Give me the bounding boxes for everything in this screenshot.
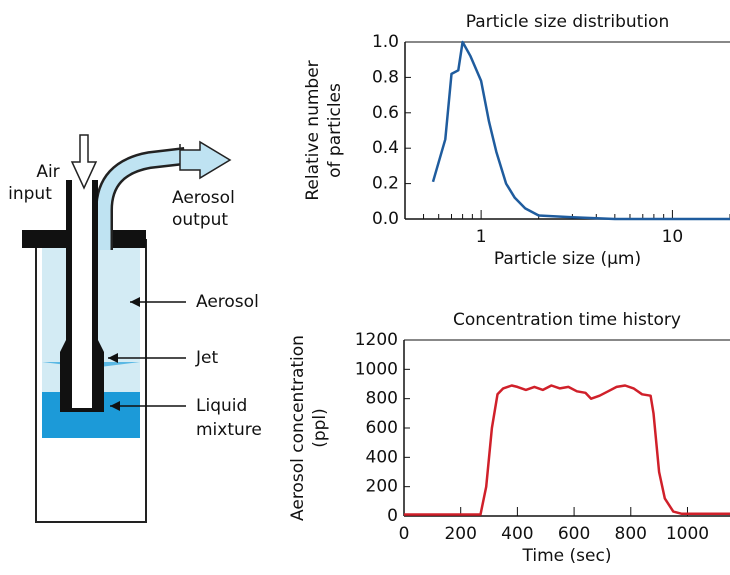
label: Aerosol xyxy=(196,292,259,312)
pointer-head xyxy=(130,297,140,307)
y-tick-label: 800 xyxy=(366,389,398,409)
y-tick-label: 200 xyxy=(366,477,398,497)
y-tick-label: 1.0 xyxy=(372,32,399,52)
label: output xyxy=(172,210,228,230)
nebulizer-diagram: Air input Aerosol output Aerosol Jet Liq… xyxy=(8,134,262,523)
input-arrow xyxy=(70,134,98,190)
air-channel xyxy=(72,180,92,408)
output-arrow xyxy=(179,140,232,180)
label: Aerosol xyxy=(172,188,235,208)
x-tick-label: 10 xyxy=(662,227,684,247)
label: mixture xyxy=(196,420,262,440)
y-tick-label: 0.2 xyxy=(372,174,399,194)
label: input xyxy=(8,184,52,204)
y-axis-label: Relative number xyxy=(303,60,323,200)
y-tick-label: 0 xyxy=(387,506,398,526)
y-tick-label: 400 xyxy=(366,447,398,467)
pointer-head xyxy=(108,353,118,363)
x-axis-label: Time (sec) xyxy=(522,546,612,566)
y-tick-label: 0.4 xyxy=(372,138,399,158)
x-tick-label: 1000 xyxy=(666,524,709,544)
y-tick-label: 1000 xyxy=(355,359,398,379)
y-axis-label: Aerosol concentration xyxy=(288,335,308,521)
x-tick-label: 400 xyxy=(501,524,533,544)
label: Air xyxy=(36,162,59,182)
data-line xyxy=(404,384,730,516)
data-line xyxy=(431,40,730,221)
y-tick-label: 0.8 xyxy=(372,67,399,87)
label: Jet xyxy=(195,348,218,368)
y-axis-label: of particles xyxy=(325,83,345,178)
chart-title: Concentration time history xyxy=(453,310,681,330)
x-tick-label: 600 xyxy=(558,524,590,544)
x-tick-label: 200 xyxy=(444,524,476,544)
y-axis-label: (ppl) xyxy=(310,408,330,448)
label: Liquid xyxy=(196,396,247,416)
x-tick-label: 1 xyxy=(476,227,487,247)
y-tick-label: 0.0 xyxy=(372,209,399,229)
y-tick-label: 0.6 xyxy=(372,103,399,123)
x-tick-label: 0 xyxy=(399,524,410,544)
chart-title: Particle size distribution xyxy=(466,12,669,32)
x-tick-label: 800 xyxy=(615,524,647,544)
output-pipe xyxy=(97,149,186,250)
y-tick-label: 600 xyxy=(366,418,398,438)
pointer-head xyxy=(110,401,120,411)
y-tick-label: 1200 xyxy=(355,330,398,350)
x-axis-label: Particle size (μm) xyxy=(494,249,641,269)
